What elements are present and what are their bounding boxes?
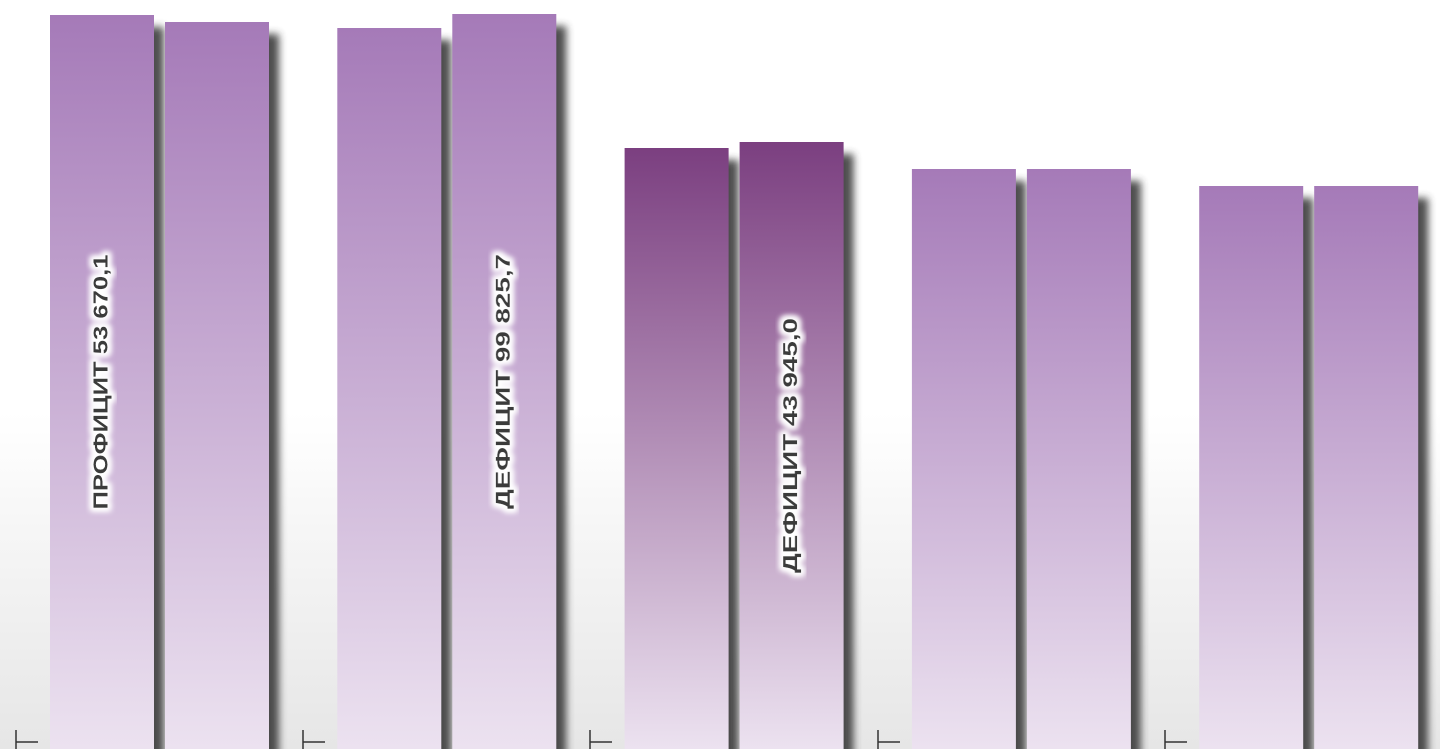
bar bbox=[452, 14, 557, 749]
bar bbox=[624, 148, 729, 749]
bar bbox=[337, 28, 442, 749]
bar bbox=[911, 169, 1016, 749]
bar bbox=[50, 15, 154, 749]
group-separators bbox=[15, 730, 1187, 749]
bar bbox=[1026, 169, 1131, 749]
separator bbox=[1164, 730, 1187, 749]
bar bbox=[165, 22, 269, 749]
annotation: ДЕФИЦИТ 99 825,7 bbox=[493, 254, 515, 509]
bar bbox=[739, 142, 844, 749]
separator bbox=[877, 730, 900, 749]
separator bbox=[15, 730, 38, 749]
annotation: ПРОФИЦИТ 53 670,1 bbox=[90, 255, 112, 510]
bar bbox=[1314, 186, 1419, 749]
annotation: ДЕФИЦИТ 43 945,0 bbox=[780, 318, 802, 573]
bar bbox=[1199, 186, 1304, 749]
separator bbox=[589, 730, 612, 749]
separator bbox=[302, 730, 325, 749]
